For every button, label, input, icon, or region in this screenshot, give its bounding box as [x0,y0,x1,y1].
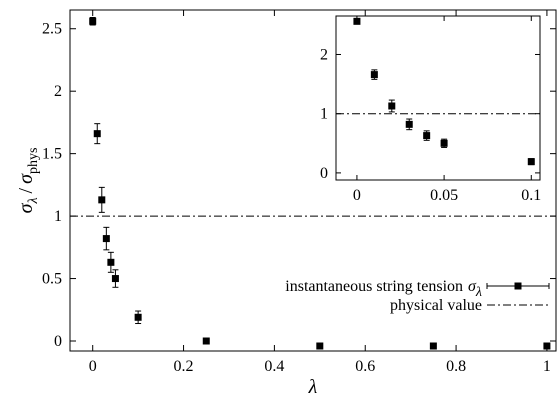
y-tick-label-0: 0 [54,333,62,350]
inset-y-tick-label-1: 1 [320,106,328,123]
data-point [543,342,551,350]
inset-data-point [405,120,413,128]
main-axis-ticks: 0 0.2 0.4 0.6 0.8 1 0 0.5 1 1.5 2 2.5 [42,10,556,375]
data-point [98,196,106,204]
inset-x-tick-label-0_05: 0.05 [430,187,458,204]
main-plot-frame [69,9,557,352]
inset-data-point [423,132,431,140]
data-point [429,342,437,350]
y-tick-label-1: 1 [54,208,62,225]
data-point [89,17,97,25]
inset-axis-ticks: 0 0.05 0.1 0 1 2 [320,16,541,204]
y-tick-label-1_5: 1.5 [42,146,62,163]
y-label-numerator-symbol: σ [15,202,37,213]
x-tick-label-1: 1 [543,358,551,375]
inset-data-point [353,17,361,25]
data-point [316,342,324,350]
inset-data-points [353,17,535,166]
data-point [102,235,110,243]
main-data-points [89,16,551,350]
legend-series-text: instantaneous string tension [285,278,463,295]
inset-data-point [388,102,396,110]
data-point [202,337,210,345]
data-point [93,130,101,138]
inset-y-tick-label-2: 2 [320,46,328,63]
y-tick-label-2_5: 2.5 [42,21,62,38]
x-axis-label: λ [308,376,318,398]
y-label-denominator-sub: phys [26,148,41,174]
inset-x-tick-label-0: 0 [353,187,361,204]
inset-data-point [527,158,535,166]
svg-text:σλ/σphys: σλ/σphys [15,148,41,214]
legend-marker-point [514,282,522,290]
x-tick-label-0_8: 0.8 [446,358,466,375]
data-point [134,313,142,321]
x-tick-label-0: 0 [89,358,97,375]
x-tick-label-0_6: 0.6 [355,358,375,375]
inset-plot-frame [335,15,541,181]
legend-item-series: instantaneous string tension σλ [285,278,482,300]
y-tick-label-0_5: 0.5 [42,271,62,288]
inset-data-point [440,139,448,147]
inset-y-tick-label-0: 0 [320,165,328,182]
y-tick-label-2: 2 [54,83,62,100]
y-label-denominator-symbol: σ [15,173,37,184]
legend-series-sub: λ [475,285,482,300]
legend-item-physical-value: physical value [390,297,482,314]
data-point [111,275,119,283]
x-tick-label-0_4: 0.4 [264,358,284,375]
inset-x-tick-label-0_1: 0.1 [521,187,541,204]
data-point [107,258,115,266]
legend: instantaneous string tension σλ physical … [285,278,550,314]
inset-background [336,16,540,180]
y-axis-label: σλ/σphys [15,148,41,214]
y-label-separator: / [15,187,37,193]
legend-series-marker [486,282,550,290]
inset-data-point [370,71,378,79]
x-tick-label-0_2: 0.2 [174,358,194,375]
y-label-numerator-sub: λ [26,197,41,204]
legend-series-symbol: σ [468,278,477,295]
